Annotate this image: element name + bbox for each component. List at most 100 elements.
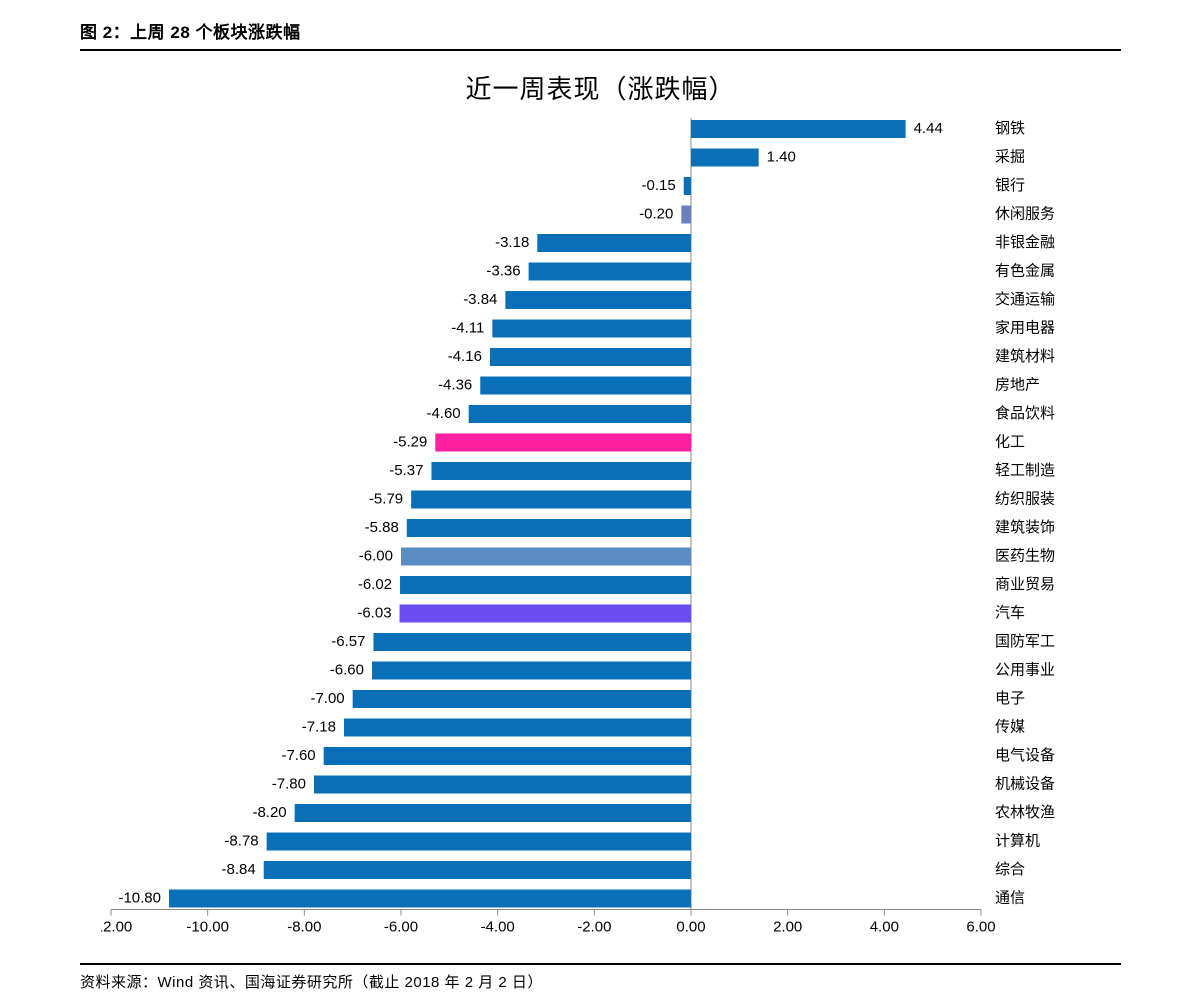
category-label: 建筑材料 <box>995 348 1055 365</box>
bar <box>401 548 691 566</box>
bar-value-label: -3.84 <box>463 291 497 308</box>
bar <box>323 747 690 765</box>
bar <box>691 120 906 138</box>
category-label: 纺织服装 <box>995 490 1055 507</box>
bar-value-label: -8.20 <box>252 804 286 821</box>
category-label: 休闲服务 <box>995 205 1055 222</box>
category-label: 家用电器 <box>995 319 1055 336</box>
category-label: 轻工制造 <box>995 462 1055 479</box>
x-tick-label: 2.00 <box>773 919 802 936</box>
category-label: 非银金融 <box>995 234 1055 251</box>
source-line: 资料来源：Wind 资讯、国海证券研究所（截止 2018 年 2 月 2 日） <box>80 971 1121 992</box>
x-tick-label: 6.00 <box>966 919 995 936</box>
bar-value-label: -5.37 <box>389 462 423 479</box>
bar <box>681 206 691 224</box>
category-label: 钢铁 <box>995 120 1025 137</box>
bar <box>435 434 691 452</box>
bar <box>373 633 691 651</box>
bar-value-label: -6.60 <box>329 661 363 678</box>
bar <box>528 263 690 281</box>
bar-value-label: -8.84 <box>221 861 255 878</box>
bar-value-label: -7.80 <box>271 775 305 792</box>
figure-caption: 图 2：上周 28 个板块涨跌幅 <box>80 18 1121 47</box>
category-label: 商业贸易 <box>995 576 1055 593</box>
bar-value-label: -10.80 <box>118 889 161 906</box>
bar-value-label: -3.36 <box>486 262 520 279</box>
bar-value-label: -7.00 <box>310 690 344 707</box>
bar <box>468 405 690 423</box>
bar <box>314 776 691 794</box>
bar-value-label: -0.20 <box>639 205 673 222</box>
x-tick-label: 0.00 <box>676 919 705 936</box>
bar-value-label: -4.11 <box>451 319 484 336</box>
category-label: 电气设备 <box>995 747 1055 764</box>
category-label: 传媒 <box>995 718 1025 735</box>
bar-chart: -12.00 -10.00 -8.00 -6.00 -4.00 -2.00 0.00 2.00… <box>101 112 1101 953</box>
bar-value-label: -6.03 <box>357 604 391 621</box>
bar-value-label: 4.44 <box>913 120 942 137</box>
category-label: 农林牧渔 <box>995 804 1055 821</box>
bar-value-label: -0.15 <box>641 177 675 194</box>
category-label: 国防军工 <box>995 633 1055 650</box>
bar <box>683 177 690 195</box>
x-tick-label: -2.00 <box>577 919 611 936</box>
bar <box>294 804 690 822</box>
bar-chart-svg: -12.00 -10.00 -8.00 -6.00 -4.00 -2.00 0.00 2.00… <box>101 112 1101 948</box>
bar <box>266 833 690 851</box>
category-label: 银行 <box>995 177 1025 194</box>
category-label: 计算机 <box>995 831 1040 849</box>
bar <box>343 719 690 737</box>
category-label: 医药生物 <box>995 547 1055 564</box>
bar-value-label: -4.16 <box>447 348 481 365</box>
bar <box>406 519 690 537</box>
bar <box>399 605 690 623</box>
category-label: 建筑装饰 <box>995 519 1055 536</box>
bar-value-label: -6.02 <box>357 576 391 593</box>
bar <box>489 348 690 366</box>
bar-value-label: -6.57 <box>331 633 365 650</box>
category-label: 化工 <box>995 433 1025 450</box>
bar <box>263 861 690 879</box>
bar-value-label: -4.60 <box>426 405 460 422</box>
chart-title: 近一周表现（涨跌幅） <box>80 69 1121 106</box>
bar-value-label: 1.40 <box>766 148 795 165</box>
bar <box>691 149 759 167</box>
bar-value-label: -6.00 <box>358 547 392 564</box>
category-label: 机械设备 <box>995 775 1055 792</box>
bar <box>480 377 691 395</box>
category-label: 汽车 <box>995 604 1025 621</box>
category-label: 房地产 <box>995 376 1040 393</box>
page: 图 2：上周 28 个板块涨跌幅 近一周表现（涨跌幅） -12.00 -10.00… <box>0 0 1191 967</box>
bar <box>505 291 691 309</box>
bottom-rule <box>80 963 1121 965</box>
bar-value-label: -7.60 <box>281 747 315 764</box>
category-label: 综合 <box>995 861 1025 878</box>
x-tick-label: 4.00 <box>869 919 898 936</box>
bar-value-label: -5.29 <box>393 433 427 450</box>
bar <box>169 890 691 908</box>
bar-value-label: -5.88 <box>364 519 398 536</box>
bar <box>537 234 691 252</box>
bar <box>352 690 690 708</box>
x-tick-label: -4.00 <box>480 919 514 936</box>
top-rule <box>80 49 1121 51</box>
bar <box>400 576 691 594</box>
category-label: 采掘 <box>995 148 1025 165</box>
bar <box>431 462 691 480</box>
x-tick-label: -10.00 <box>186 919 229 936</box>
bar-value-label: -5.79 <box>368 490 402 507</box>
bar <box>411 491 691 509</box>
bar-value-label: -3.18 <box>495 234 529 251</box>
bar-value-label: -7.18 <box>301 718 335 735</box>
bar-value-label: -4.36 <box>438 376 472 393</box>
category-label: 交通运输 <box>995 290 1055 308</box>
x-tick-label: -12.00 <box>101 919 132 936</box>
category-label: 食品饮料 <box>995 405 1055 422</box>
bar <box>492 320 691 338</box>
bar-value-label: -8.78 <box>224 832 258 849</box>
bar <box>372 662 691 680</box>
x-tick-label: -8.00 <box>287 919 321 936</box>
x-tick-label: -6.00 <box>383 919 417 936</box>
category-label: 有色金属 <box>995 262 1055 279</box>
category-label: 电子 <box>995 690 1025 707</box>
